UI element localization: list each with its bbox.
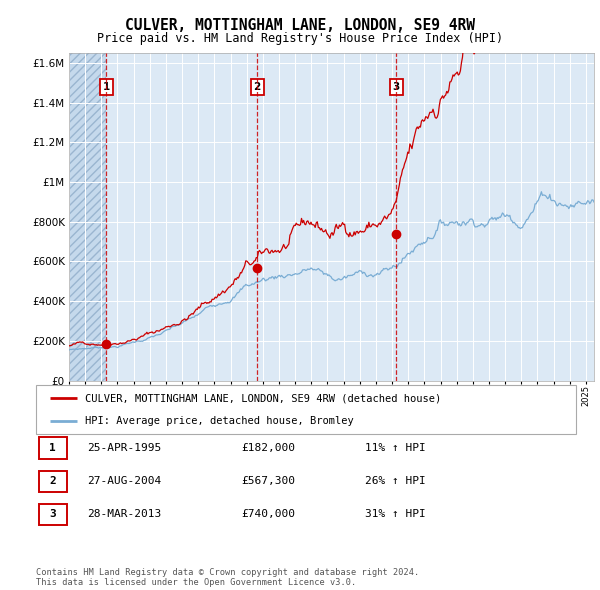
Text: Contains HM Land Registry data © Crown copyright and database right 2024.
This d: Contains HM Land Registry data © Crown c… (36, 568, 419, 587)
Bar (69, 53, 106, 381)
Text: 2: 2 (49, 477, 56, 486)
FancyBboxPatch shape (39, 471, 67, 492)
Text: 28-MAR-2013: 28-MAR-2013 (88, 510, 161, 519)
Text: 2: 2 (254, 82, 261, 92)
Text: 3: 3 (392, 82, 400, 92)
Text: 1: 1 (103, 82, 110, 92)
Text: 27-AUG-2004: 27-AUG-2004 (88, 477, 161, 486)
FancyBboxPatch shape (36, 385, 576, 434)
Text: Price paid vs. HM Land Registry's House Price Index (HPI): Price paid vs. HM Land Registry's House … (97, 32, 503, 45)
Text: HPI: Average price, detached house, Bromley: HPI: Average price, detached house, Brom… (85, 415, 353, 425)
Text: 3: 3 (49, 510, 56, 519)
Text: CULVER, MOTTINGHAM LANE, LONDON, SE9 4RW: CULVER, MOTTINGHAM LANE, LONDON, SE9 4RW (125, 18, 475, 32)
Text: £740,000: £740,000 (241, 510, 295, 519)
Text: 26% ↑ HPI: 26% ↑ HPI (365, 477, 426, 486)
Text: £567,300: £567,300 (241, 477, 295, 486)
Text: £182,000: £182,000 (241, 444, 295, 453)
Text: 25-APR-1995: 25-APR-1995 (88, 444, 161, 453)
FancyBboxPatch shape (39, 504, 67, 525)
Text: CULVER, MOTTINGHAM LANE, LONDON, SE9 4RW (detached house): CULVER, MOTTINGHAM LANE, LONDON, SE9 4RW… (85, 394, 441, 404)
Text: 31% ↑ HPI: 31% ↑ HPI (365, 510, 426, 519)
Text: 11% ↑ HPI: 11% ↑ HPI (365, 444, 426, 453)
FancyBboxPatch shape (39, 438, 67, 459)
Text: 1: 1 (49, 444, 56, 453)
